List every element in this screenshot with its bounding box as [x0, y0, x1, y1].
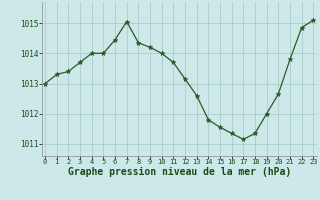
X-axis label: Graphe pression niveau de la mer (hPa): Graphe pression niveau de la mer (hPa) [68, 167, 291, 177]
